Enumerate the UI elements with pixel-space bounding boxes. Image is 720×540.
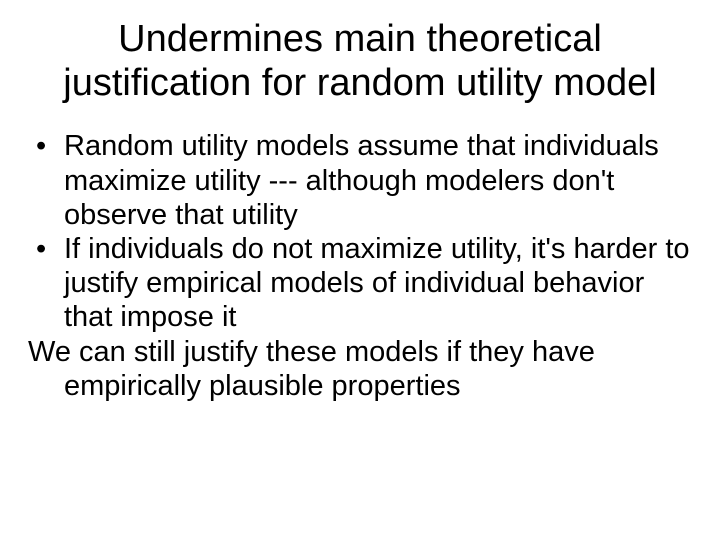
slide-body: Random utility models assume that indivi…	[28, 129, 692, 403]
bullet-item: Random utility models assume that indivi…	[28, 129, 692, 232]
bullet-item: If individuals do not maximize utility, …	[28, 232, 692, 335]
slide: Undermines main theoretical justificatio…	[0, 0, 720, 540]
slide-title: Undermines main theoretical justificatio…	[28, 18, 692, 105]
closing-text: We can still justify these models if the…	[28, 335, 692, 403]
